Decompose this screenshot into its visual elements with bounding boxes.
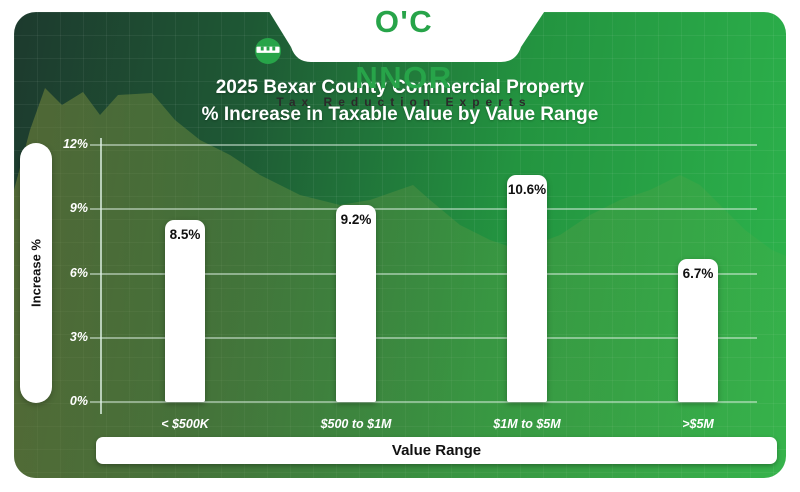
chart-panel [14, 12, 786, 478]
logo-banner: O'C NNOR Tax Reduction Experts [255, 0, 553, 109]
oconnor-gear-o-icon [255, 38, 281, 64]
oconnor-logo-word: O'C NNOR [255, 6, 553, 94]
logo-banner-shape [262, 0, 552, 62]
logo-text-prefix: O'C [374, 4, 434, 39]
logo-text-suffix: NNOR [355, 60, 453, 95]
oconnor-logo: O'C NNOR Tax Reduction Experts [255, 6, 553, 109]
logo-tagline: Tax Reduction Experts [276, 95, 532, 109]
mountain-silhouette [14, 88, 786, 478]
